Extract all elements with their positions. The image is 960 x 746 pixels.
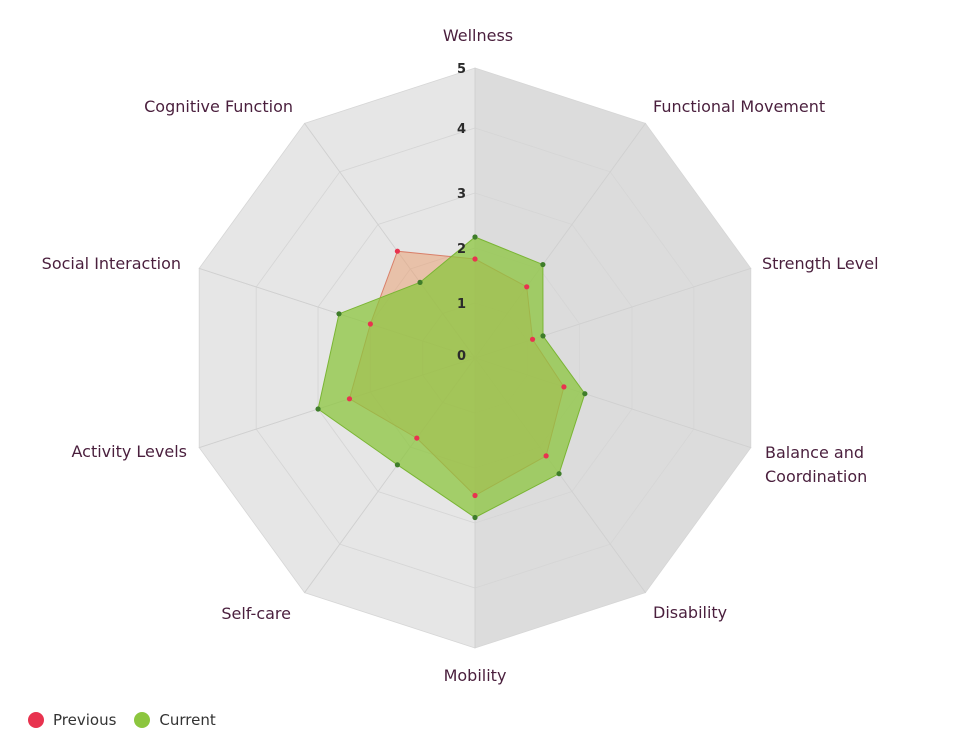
data-point-previous [524, 284, 530, 290]
legend-item-current[interactable]: Current [134, 711, 216, 729]
legend-item-previous[interactable]: Previous [28, 711, 116, 729]
data-point-current [540, 261, 546, 268]
tick-label: 2 [457, 242, 466, 257]
data-point-previous [543, 453, 549, 459]
data-point-current [336, 311, 342, 317]
axis-label: Self-care [221, 604, 291, 623]
tick-label: 3 [457, 187, 466, 202]
radar-axis-labels: Wellness Functional Movement Strength Leve… [42, 26, 879, 685]
axis-label: Strength Level [762, 254, 879, 273]
data-point-previous [367, 321, 373, 327]
grid-panel [255, 286, 319, 430]
axis-label: Disability [653, 603, 727, 622]
axis-label: Functional Movement [653, 97, 825, 116]
data-point-previous [529, 336, 536, 342]
data-point-current [556, 471, 562, 477]
data-point-current [472, 514, 478, 521]
legend-label-current: Current [159, 711, 216, 729]
tick-label: 0 [457, 349, 466, 364]
grid-panel [579, 306, 633, 410]
data-point-current [540, 333, 546, 339]
data-point-previous [394, 248, 401, 254]
data-point-previous [472, 492, 478, 499]
data-point-previous [346, 396, 353, 402]
data-point-previous [561, 384, 567, 390]
axis-label: Wellness [443, 26, 513, 45]
axis-label: Balance and Coordination [765, 443, 867, 486]
axis-label: Cognitive Function [144, 97, 293, 116]
grid-panel [631, 286, 695, 430]
data-point-previous [472, 256, 478, 262]
data-point-current [315, 406, 321, 412]
legend: Previous Current [28, 711, 216, 729]
legend-swatch-current [134, 712, 151, 728]
grid-panel [198, 267, 257, 449]
radar-series [315, 234, 588, 521]
data-point-previous [414, 435, 420, 441]
data-point-current [394, 462, 401, 468]
data-point-current [472, 234, 478, 240]
tick-label: 5 [457, 62, 466, 77]
tick-label: 4 [457, 122, 466, 137]
legend-label-previous: Previous [53, 711, 117, 729]
axis-label: Social Interaction [42, 254, 181, 273]
data-point-current [582, 391, 588, 397]
tick-label: 1 [457, 297, 466, 312]
radar-grid [198, 67, 752, 649]
data-point-current [417, 279, 423, 285]
grid-panel [693, 267, 752, 449]
axis-label: Activity Levels [72, 442, 188, 461]
legend-swatch-previous [28, 712, 44, 728]
radar-tick-labels: 0 1 2 3 4 5 [457, 62, 466, 364]
axis-label: Mobility [444, 666, 507, 685]
